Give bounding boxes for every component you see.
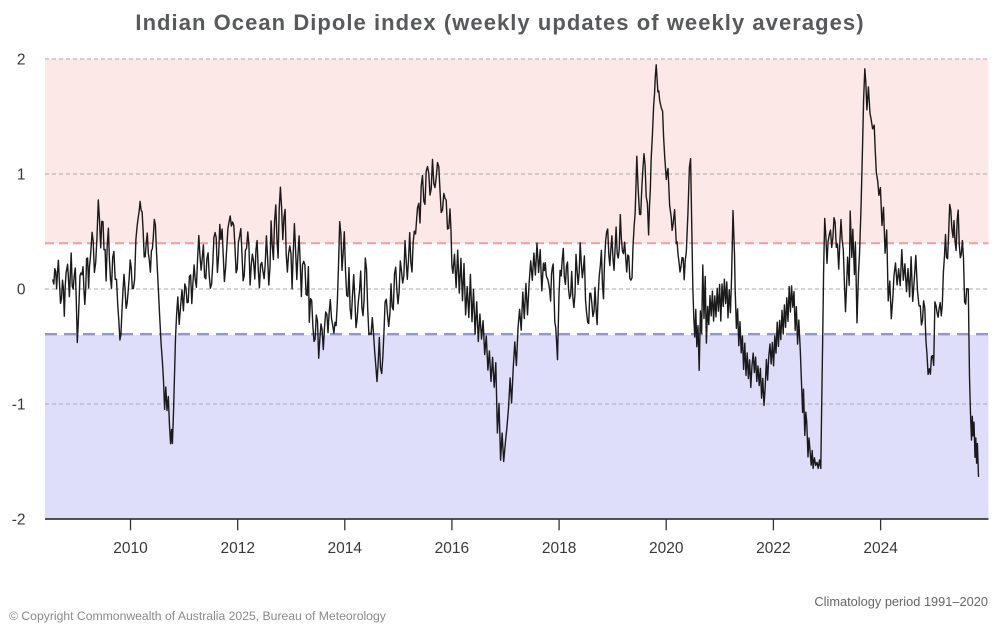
svg-text:2016: 2016 [435, 540, 469, 557]
svg-text:2012: 2012 [220, 540, 254, 557]
svg-text:Climatology period 1991–2020: Climatology period 1991–2020 [814, 594, 988, 609]
svg-text:2010: 2010 [113, 540, 148, 557]
svg-text:-2: -2 [12, 512, 26, 529]
svg-text:2022: 2022 [756, 540, 790, 557]
svg-text:2: 2 [17, 52, 26, 69]
svg-text:-1: -1 [12, 397, 26, 414]
svg-text:0: 0 [17, 282, 26, 299]
svg-text:1: 1 [17, 167, 26, 184]
svg-text:2018: 2018 [542, 540, 576, 557]
svg-text:2020: 2020 [649, 540, 684, 557]
svg-text:Indian Ocean Dipole index (wee: Indian Ocean Dipole index (weekly update… [135, 10, 864, 35]
svg-text:2014: 2014 [328, 540, 363, 557]
svg-text:© Copyright Commonwealth of Au: © Copyright Commonwealth of Australia 20… [9, 609, 387, 623]
svg-text:2024: 2024 [863, 540, 898, 557]
